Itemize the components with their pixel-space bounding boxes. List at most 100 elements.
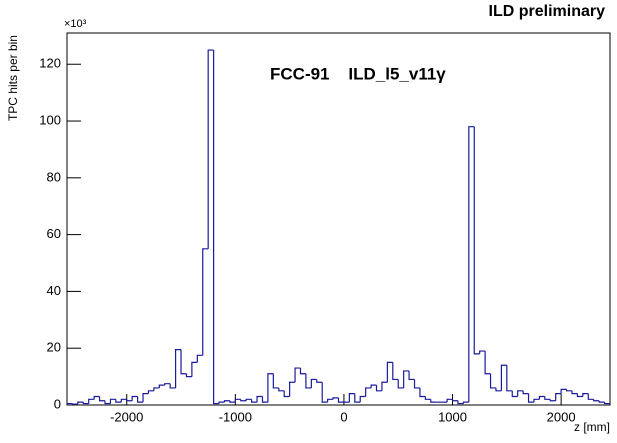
y-tick-label: 0 [54, 396, 61, 411]
histogram-bin [213, 50, 220, 405]
histogram-bin [310, 378, 317, 388]
histogram-bin [381, 381, 388, 391]
histogram-bin [299, 368, 306, 375]
histogram-bin [479, 350, 486, 354]
histogram-bin [506, 365, 513, 392]
histogram-bin [251, 399, 258, 403]
histogram-bin [593, 399, 600, 402]
y-tick-label: 120 [39, 56, 61, 71]
histogram-bin [71, 403, 78, 405]
histogram-bin [66, 402, 73, 405]
histogram-bin [185, 373, 192, 378]
histogram-bin [278, 387, 285, 392]
histogram-bin [484, 351, 491, 375]
histogram-bin [104, 400, 111, 405]
histogram-bin [500, 364, 507, 391]
histogram-bin [598, 400, 605, 403]
histogram-bin [175, 349, 182, 388]
histogram-bin [93, 395, 100, 400]
histogram-bin [305, 373, 312, 389]
histogram-bin [555, 393, 562, 401]
histogram-bin [147, 390, 154, 394]
histogram-bin [462, 401, 469, 404]
y-tick-label: 100 [39, 112, 61, 127]
histogram-bin [294, 367, 301, 383]
histogram-bin [560, 388, 567, 394]
histogram-bin [544, 396, 551, 400]
y-multiplier: ×10³ [64, 18, 87, 30]
histogram-bin [77, 401, 84, 405]
histogram-bin [397, 379, 404, 389]
histogram-bin [316, 379, 323, 383]
histogram-bin [468, 126, 475, 403]
histogram-bin [430, 399, 437, 403]
histogram-bin [240, 399, 247, 402]
histogram-bin [191, 361, 198, 377]
histogram-bin [549, 399, 556, 402]
histogram-bin [136, 396, 144, 403]
y-tick-label: 40 [47, 283, 61, 298]
x-tick-label: 1000 [438, 409, 467, 424]
histogram-bin [289, 381, 296, 397]
histogram-bin [565, 389, 572, 392]
histogram-bin [576, 393, 583, 398]
histogram-bin [245, 398, 252, 401]
histogram-bin [82, 402, 89, 405]
histogram-bin [164, 383, 171, 386]
histogram-bin [403, 370, 410, 388]
histogram-bin [267, 373, 274, 403]
x-tick-label: 2000 [547, 409, 576, 424]
plot-frame [66, 32, 611, 406]
histogram-bin [375, 385, 382, 392]
histogram-bin [392, 362, 399, 381]
histogram-bin [229, 400, 236, 403]
histogram-bin [587, 393, 594, 400]
histogram-bin [495, 387, 502, 392]
histogram-bin [603, 402, 610, 405]
histogram-bin [446, 398, 453, 403]
histogram-bin [98, 396, 106, 402]
histogram-bin [522, 390, 529, 395]
histogram-bin [283, 390, 290, 398]
histogram-bin [533, 398, 540, 403]
histogram-bin [207, 49, 214, 249]
y-tick-label: 20 [47, 340, 61, 355]
y-tick-label: 80 [47, 169, 61, 184]
histogram-bin [337, 397, 344, 403]
histogram-bin [327, 398, 334, 403]
histogram-bin [413, 379, 420, 389]
histogram-bin [473, 126, 480, 355]
histogram-bin [511, 390, 518, 398]
histogram-bin [538, 395, 545, 400]
x-axis-label: z [mm] [574, 420, 610, 434]
histogram-bin [332, 397, 339, 400]
histogram-bin [359, 395, 366, 403]
x-tick-label: -2000 [110, 409, 143, 424]
annotation: FCC-91 ILD_l5_v11γ [270, 64, 446, 83]
histogram-bin [370, 384, 377, 388]
histogram-bin [169, 383, 176, 389]
histogram-bin [88, 398, 95, 404]
histogram-bin [202, 248, 209, 356]
histogram-bin [424, 396, 431, 400]
x-tick-label: 0 [340, 409, 347, 424]
histogram-bin [517, 390, 524, 397]
histogram-bin [142, 393, 149, 403]
histogram-bin [109, 398, 116, 404]
histogram-bin [256, 395, 263, 403]
y-tick-label: 60 [47, 226, 61, 241]
histogram-bin [218, 401, 225, 404]
histogram-bin [451, 399, 458, 402]
histogram-bin [126, 399, 133, 402]
histogram-bin [348, 393, 355, 403]
histogram-bin [158, 384, 165, 388]
histogram-bin [321, 382, 328, 403]
histogram-bin [354, 393, 361, 403]
histogram-bin [180, 349, 187, 375]
histogram-bin [196, 354, 203, 363]
histogram-bin [223, 400, 230, 403]
histogram-bin [527, 393, 534, 403]
histogram-bin [489, 373, 496, 389]
histogram-bin [272, 373, 279, 389]
